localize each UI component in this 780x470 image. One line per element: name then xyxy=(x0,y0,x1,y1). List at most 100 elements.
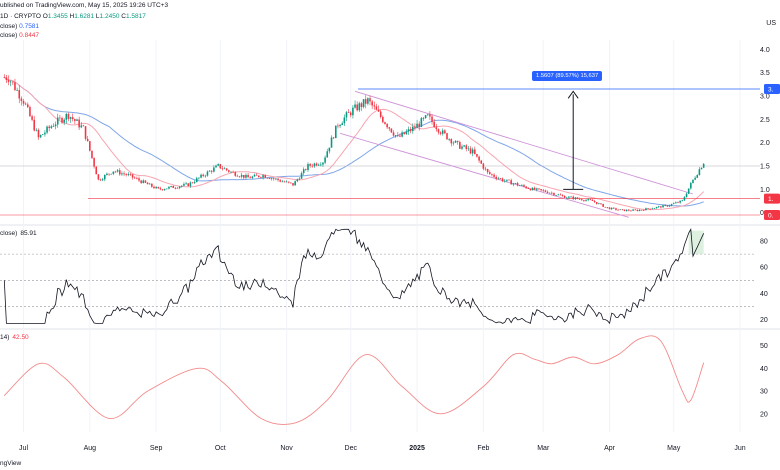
candle-body-210 xyxy=(452,142,455,144)
candle-body-104 xyxy=(225,168,228,171)
candle-body-129 xyxy=(279,180,281,182)
candle-body-284 xyxy=(610,207,613,210)
measure-annotation[interactable]: 1.5607 (89.57%) 15,637 xyxy=(532,71,603,81)
candle-body-175 xyxy=(377,109,380,112)
candle-body-18 xyxy=(41,134,44,136)
candle-body-162 xyxy=(349,112,352,116)
candle-body-22 xyxy=(50,126,53,129)
candle-body-21 xyxy=(48,126,50,129)
candle-body-300 xyxy=(645,208,647,211)
candle-body-225 xyxy=(484,168,487,170)
candle-body-221 xyxy=(476,153,478,157)
candle-body-265 xyxy=(570,196,572,198)
x-tick-Nov: Nov xyxy=(280,445,293,452)
candle-body-164 xyxy=(354,104,356,108)
candle-body-262 xyxy=(563,195,566,198)
candle-body-261 xyxy=(561,195,564,196)
candle-body-17 xyxy=(39,134,42,138)
candle-body-171 xyxy=(369,98,371,102)
candle-body-220 xyxy=(474,149,476,154)
candle-body-135 xyxy=(292,183,294,186)
candle-body-90 xyxy=(195,178,198,182)
candle-body-15 xyxy=(35,129,38,131)
candle-body-207 xyxy=(446,133,448,140)
candle-body-254 xyxy=(546,191,549,193)
candle-body-271 xyxy=(583,200,585,201)
candle-body-77 xyxy=(168,186,170,189)
candle-body-71 xyxy=(155,186,157,189)
candle-body-152 xyxy=(328,147,331,152)
candle-body-208 xyxy=(448,139,450,140)
x-tick-Sep: Sep xyxy=(150,445,163,452)
candle-body-294 xyxy=(632,209,634,211)
candle-body-85 xyxy=(185,183,187,185)
candle-body-109 xyxy=(236,175,239,177)
candle-body-99 xyxy=(215,165,217,168)
candle-body-33 xyxy=(74,119,76,121)
candle-body-88 xyxy=(191,182,194,184)
candle-body-217 xyxy=(467,148,470,150)
candle-body-293 xyxy=(630,210,632,212)
candle-body-40 xyxy=(89,141,91,151)
candle-body-123 xyxy=(266,177,269,179)
candle-body-170 xyxy=(367,98,369,104)
x-tick-Apr: Apr xyxy=(604,445,616,452)
candle-body-55 xyxy=(121,173,123,175)
candle-body-83 xyxy=(180,185,183,187)
candle-body-295 xyxy=(634,209,637,211)
price-badge-label-2: 0. xyxy=(768,213,774,220)
candle-body-236 xyxy=(508,179,510,181)
candle-body-1 xyxy=(5,77,8,81)
candle-body-253 xyxy=(544,190,547,192)
candle-body-64 xyxy=(140,180,142,184)
candle-body-239 xyxy=(514,183,517,184)
price-badge-2 xyxy=(764,210,780,220)
candle-body-8 xyxy=(20,98,23,102)
x-tick-2025: 2025 xyxy=(409,445,425,452)
candle-body-5 xyxy=(14,82,16,91)
rsi-tick-80: 80 xyxy=(760,239,768,246)
candle-body-163 xyxy=(352,107,354,116)
y-tick-4.0: 4.0 xyxy=(760,47,770,54)
candle-body-141 xyxy=(305,169,307,170)
candle-body-119 xyxy=(257,175,260,178)
candle-body-91 xyxy=(198,177,200,179)
candle-body-111 xyxy=(240,174,243,177)
candle-body-110 xyxy=(238,176,241,178)
candle-body-34 xyxy=(76,119,78,121)
candle-body-302 xyxy=(649,208,651,210)
candle-body-191 xyxy=(411,126,414,132)
candle-body-267 xyxy=(574,197,577,200)
candle-body-87 xyxy=(189,182,192,187)
candle-body-168 xyxy=(362,99,365,107)
candle-body-82 xyxy=(178,186,181,188)
candle-body-264 xyxy=(568,196,570,198)
candle-body-160 xyxy=(345,112,348,118)
candle-body-65 xyxy=(142,180,145,184)
candle-body-167 xyxy=(360,103,363,107)
ma2-legend: close) 0.8447 xyxy=(0,32,40,39)
candle-body-276 xyxy=(593,200,596,203)
candle-body-296 xyxy=(636,209,639,211)
candle-body-248 xyxy=(533,187,536,190)
candle-body-149 xyxy=(322,162,324,165)
candle-body-37 xyxy=(82,125,85,127)
candle-body-310 xyxy=(666,205,669,207)
candle-body-226 xyxy=(486,169,489,173)
candle-body-32 xyxy=(71,117,74,120)
candle-body-114 xyxy=(247,174,249,178)
rsi-tick-40: 40 xyxy=(760,291,768,298)
candle-body-326 xyxy=(700,167,703,170)
candle-body-229 xyxy=(493,174,495,177)
candle-body-274 xyxy=(589,199,592,200)
candle-body-159 xyxy=(343,117,346,124)
ohlc-line: 1D · CRYPTO O1.3455 H1.6281 L1.2450 C1.5… xyxy=(0,13,146,20)
candle-body-23 xyxy=(52,126,55,127)
candle-body-242 xyxy=(521,185,523,186)
y-tick-1.5: 1.5 xyxy=(760,164,770,171)
candle-body-231 xyxy=(497,178,500,180)
candle-body-204 xyxy=(439,132,442,134)
candle-body-322 xyxy=(692,179,694,184)
candle-body-26 xyxy=(59,117,61,119)
